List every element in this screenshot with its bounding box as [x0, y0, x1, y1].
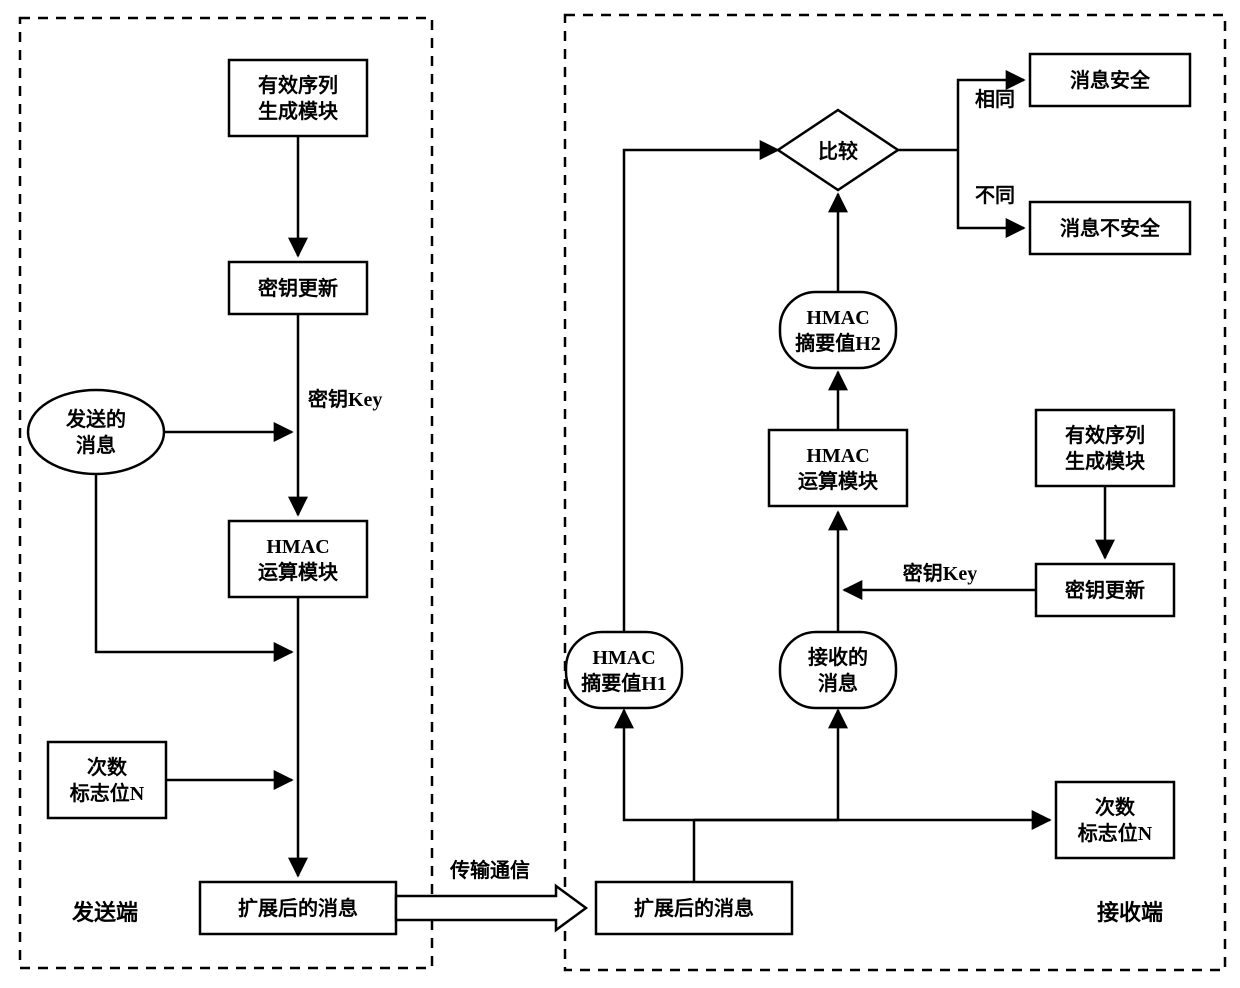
arrow-ext-to-h1	[624, 710, 694, 820]
sender-msg-l1: 发送的	[65, 407, 126, 431]
transfer-arrow	[396, 886, 586, 930]
receiver-hmac-l2: 运算模块	[798, 469, 879, 493]
receiver-msg-l2: 消息	[818, 671, 858, 695]
sender-msg-ellipse	[28, 390, 164, 474]
sender-hmac-l2: 运算模块	[258, 560, 339, 584]
arrow-ext-to-msgrecv	[694, 710, 838, 820]
sender-hmac-l1: HMAC	[266, 536, 329, 558]
receiver-key-label: 密钥Key	[903, 561, 977, 585]
receiver-hmac-box	[769, 430, 907, 506]
transfer-label: 传输通信	[449, 858, 530, 882]
sender-label: 发送端	[71, 900, 138, 925]
receiver-key-update-text: 密钥更新	[1065, 578, 1145, 602]
receiver-label: 接收端	[1097, 900, 1163, 925]
unsafe-text: 消息不安全	[1060, 216, 1161, 240]
receiver-msg-l1: 接收的	[808, 645, 868, 669]
receiver-ext-msg-text: 扩展后的消息	[634, 896, 754, 920]
receiver-count-l1: 次数	[1095, 795, 1136, 819]
receiver-h1-l2: 摘要值H1	[581, 671, 667, 695]
sender-ext-msg-text: 扩展后的消息	[238, 896, 358, 920]
receiver-h1-l1: HMAC	[592, 647, 655, 669]
sender-key-label: 密钥Key	[308, 387, 382, 411]
sender-msg-l2: 消息	[76, 433, 116, 457]
receiver-h2-l1: HMAC	[806, 307, 869, 329]
receiver-seq-gen-l2: 生成模块	[1065, 449, 1146, 473]
receiver-seq-gen-l1: 有效序列	[1065, 423, 1145, 447]
receiver-h2-l2: 摘要值H2	[795, 331, 881, 355]
receiver-seq-gen-box	[1036, 410, 1174, 486]
receiver-count-box	[1056, 782, 1174, 858]
receiver-h2-box	[780, 292, 896, 368]
receiver-h1-box	[566, 632, 682, 708]
receiver-msg-box	[780, 632, 896, 708]
safe-text: 消息安全	[1070, 68, 1151, 92]
sender-key-update-text: 密钥更新	[258, 276, 338, 300]
diff-label: 不同	[975, 185, 1015, 207]
sender-count-l2: 标志位N	[70, 781, 145, 805]
sender-panel	[20, 18, 432, 968]
sender-hmac-box	[229, 521, 367, 597]
receiver-hmac-l1: HMAC	[806, 445, 869, 467]
compare-text: 比较	[818, 139, 858, 163]
sender-count-l1: 次数	[87, 755, 128, 779]
receiver-count-l2: 标志位N	[1078, 821, 1153, 845]
sender-seq-gen-box	[229, 60, 367, 136]
sender-count-box	[48, 742, 166, 818]
sender-seq-gen-l1: 有效序列	[258, 73, 338, 97]
arrow-h1-compare	[624, 150, 778, 632]
same-label: 相同	[975, 87, 1015, 111]
sender-seq-gen-l2: 生成模块	[258, 99, 339, 123]
